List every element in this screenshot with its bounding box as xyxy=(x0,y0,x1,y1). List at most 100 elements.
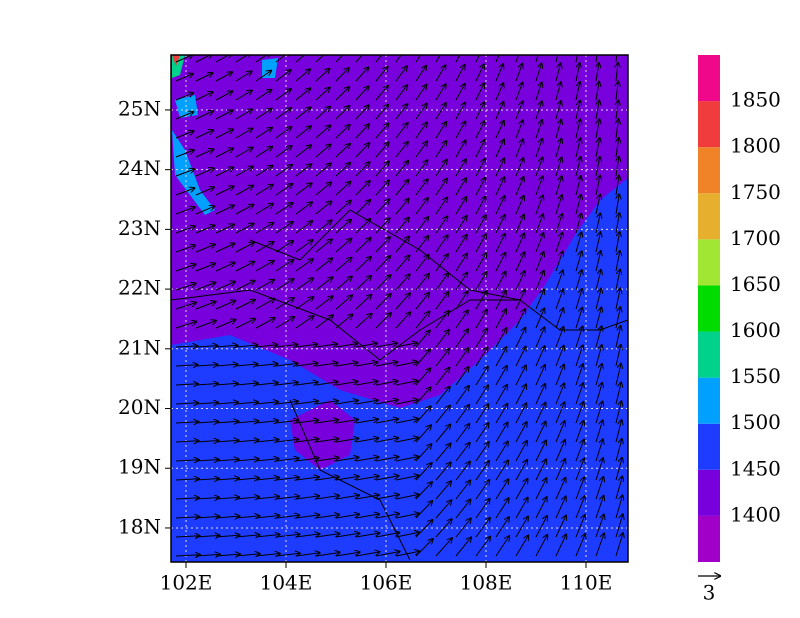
wind-vector xyxy=(355,276,371,291)
wind-vector xyxy=(575,364,583,386)
wind-vector xyxy=(255,364,278,366)
wind-vector xyxy=(195,206,214,215)
wind-vector xyxy=(615,288,620,310)
wind-vector xyxy=(335,533,359,538)
wind-vector xyxy=(275,260,293,272)
wind-vector xyxy=(335,68,349,82)
grid xyxy=(171,55,628,562)
wind-vector xyxy=(395,476,419,481)
wind-vector xyxy=(435,179,447,196)
colorbar-label: 1850 xyxy=(730,88,781,112)
wind-vector xyxy=(275,279,294,291)
wind-vector xyxy=(495,498,509,519)
wind-vector xyxy=(175,384,198,385)
wind-vector xyxy=(475,423,489,443)
wind-vector xyxy=(555,195,562,215)
wind-vector xyxy=(535,459,546,481)
wind-vector xyxy=(375,400,398,405)
wind-vector xyxy=(535,327,545,348)
wind-vector xyxy=(535,177,543,196)
wind-vector xyxy=(575,270,582,291)
wind-vector xyxy=(595,138,600,158)
wind-vector xyxy=(195,365,218,366)
wind-vector xyxy=(475,537,490,557)
wind-vector xyxy=(195,554,220,556)
wind-vector xyxy=(515,102,523,120)
wind-vector xyxy=(535,101,542,120)
wind-vector xyxy=(375,86,388,101)
wind-vector xyxy=(295,382,318,385)
wind-vector xyxy=(595,232,601,253)
wind-vector xyxy=(595,195,600,215)
wind-vector xyxy=(175,555,200,556)
wind-vector xyxy=(415,331,430,348)
wind-vector xyxy=(195,149,214,158)
wind-vector xyxy=(475,499,490,519)
wind-vector xyxy=(315,296,333,310)
field-patch xyxy=(172,55,180,66)
wind-vector xyxy=(495,460,508,481)
wind-vector xyxy=(455,367,469,386)
wind-vector xyxy=(215,110,233,120)
wind-vector xyxy=(255,535,280,538)
wind-vector xyxy=(455,103,465,120)
wind-vector xyxy=(455,348,468,367)
wind-vector xyxy=(595,496,604,519)
wind-vector xyxy=(335,552,360,557)
wind-vector xyxy=(595,270,601,291)
wind-vector xyxy=(475,83,484,101)
wind-vector xyxy=(235,148,253,158)
wind-vector xyxy=(215,205,234,215)
wind-vector xyxy=(435,235,448,253)
wind-vector xyxy=(515,271,525,291)
wind-vector xyxy=(375,294,391,310)
wind-vector xyxy=(515,233,524,253)
lat-tick-label: 22N xyxy=(118,276,161,300)
wind-vector xyxy=(215,55,232,63)
wind-vector xyxy=(495,253,505,272)
wind-vector xyxy=(235,300,255,310)
wind-vector xyxy=(215,554,240,556)
wind-vector xyxy=(315,239,332,253)
wind-vector xyxy=(235,129,252,139)
wind-vector xyxy=(375,162,389,177)
wind-vector xyxy=(235,554,260,556)
colorbar-label: 1650 xyxy=(730,272,781,296)
wind-vectors xyxy=(175,55,623,557)
colorbar-label: 1600 xyxy=(730,318,781,342)
wind-vector xyxy=(535,120,542,139)
wind-vector xyxy=(315,458,339,462)
lon-tick-label: 102E xyxy=(160,571,213,595)
wind-vector xyxy=(615,420,622,443)
wind-vector xyxy=(175,112,193,120)
wind-vector xyxy=(515,196,524,215)
wind-vector xyxy=(415,312,430,329)
wind-vector xyxy=(455,405,469,424)
wind-vector xyxy=(535,195,543,215)
wind-vector xyxy=(315,145,331,158)
wind-vector xyxy=(275,165,292,177)
wind-vector xyxy=(395,237,409,253)
wind-vector xyxy=(616,82,618,101)
wind-vector xyxy=(315,496,339,500)
wind-vector xyxy=(515,55,520,63)
wind-vector xyxy=(615,496,623,519)
wind-vector xyxy=(495,385,507,405)
wind-vector xyxy=(415,350,430,367)
wind-vector xyxy=(555,63,561,82)
wind-vector xyxy=(375,495,399,500)
wind-vector xyxy=(235,262,254,272)
wind-vector xyxy=(615,55,618,63)
wind-vector xyxy=(195,441,219,443)
wind-vector xyxy=(215,282,235,291)
wind-vector xyxy=(315,220,332,234)
colorbar-swatch xyxy=(698,147,720,194)
wind-vector xyxy=(275,363,298,366)
wind-vector xyxy=(355,476,379,481)
wind-vector xyxy=(415,123,427,139)
wind-vector xyxy=(375,218,390,234)
wind-vector xyxy=(315,477,339,481)
wind-vector xyxy=(175,93,193,101)
wind-vector xyxy=(215,225,234,234)
colorbar-swatch xyxy=(698,469,720,516)
